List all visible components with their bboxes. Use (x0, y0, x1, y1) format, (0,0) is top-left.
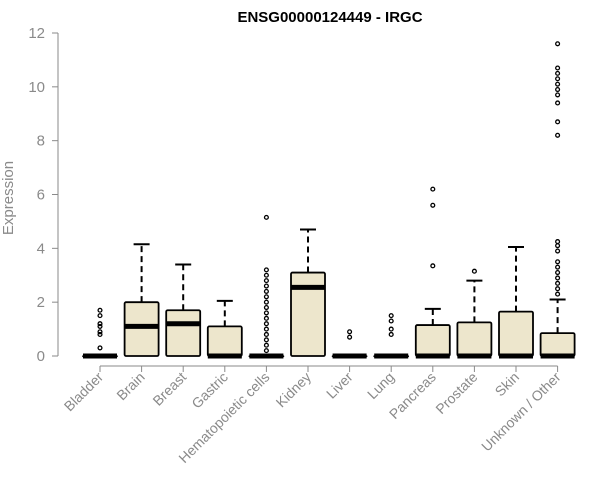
chart-title: ENSG00000124449 - IRGC (237, 9, 422, 26)
outlier-point (97, 307, 103, 313)
outlier-point (263, 348, 269, 354)
outlier-point (555, 264, 561, 270)
box-breast (165, 263, 202, 357)
outlier-point (555, 280, 561, 286)
iqr-box (456, 321, 493, 357)
iqr-box (290, 271, 326, 357)
x-tick-label: Kidney (273, 369, 315, 411)
outlier-point (388, 313, 394, 319)
outlier-point (97, 321, 103, 327)
outlier-point (263, 288, 269, 294)
iqr-box (123, 301, 160, 357)
outlier-point (555, 65, 561, 71)
iqr-box (498, 310, 534, 357)
outlier-point (388, 331, 394, 338)
x-tick-label: Unknown / Other (478, 369, 564, 455)
y-tick-label: 4 (37, 240, 45, 257)
outlier-point (263, 326, 269, 332)
outlier-point (347, 334, 353, 340)
outlier-point (555, 100, 561, 106)
outlier-point (263, 294, 269, 300)
box-gastric (206, 299, 243, 359)
x-tick-label: Liver (323, 369, 356, 402)
outlier-point (97, 345, 103, 351)
outlier-point (555, 70, 561, 76)
box-bladder (82, 307, 118, 359)
iqr-box (539, 332, 576, 357)
outlier-point (263, 331, 269, 338)
outlier-point (263, 337, 269, 343)
outlier-point (555, 119, 561, 125)
outlier-point (555, 92, 561, 98)
iqr-box (414, 324, 451, 357)
outlier-point (430, 186, 436, 192)
outlier-point (263, 310, 269, 316)
x-tick-label: Lung (364, 369, 397, 402)
outlier-point (555, 41, 561, 47)
box-brain (123, 243, 160, 357)
outlier-point (263, 321, 269, 327)
box-pancreas (414, 186, 451, 359)
box-unknown-other (539, 41, 576, 359)
box-lung (373, 313, 410, 359)
y-axis: 0 2 4 6 8 10 12 (28, 25, 59, 365)
outlier-point (430, 202, 436, 208)
outlier-point (388, 318, 394, 324)
outlier-point (555, 275, 561, 281)
outlier-point (555, 259, 561, 265)
box-kidney (290, 228, 326, 357)
outlier-point (263, 267, 269, 273)
outlier-point (97, 323, 103, 329)
outlier-point (263, 214, 269, 220)
outlier-point (555, 239, 561, 245)
outlier-point (555, 86, 561, 93)
y-tick-label: 12 (28, 25, 45, 42)
outlier-point (263, 342, 269, 348)
x-tick-label: Prostate (432, 369, 480, 417)
x-tick-label: Brain (113, 369, 147, 403)
iqr-box (206, 325, 243, 357)
outlier-point (263, 272, 269, 278)
box-skin (498, 245, 534, 359)
outlier-point (555, 270, 561, 276)
y-tick-label: 0 (37, 348, 45, 365)
outlier-point (430, 263, 436, 269)
outlier-point (97, 313, 103, 319)
outlier-point (555, 81, 561, 87)
x-tick-label: Breast (149, 369, 189, 409)
outlier-point (263, 304, 269, 311)
outlier-point (555, 243, 561, 249)
box-liver (331, 329, 368, 359)
box-hematopoietic-cells (248, 214, 285, 359)
x-tick-label: Skin (492, 369, 523, 400)
outlier-point (97, 329, 103, 335)
outlier-point (347, 329, 353, 335)
outlier-point (555, 291, 561, 297)
box-prostate (456, 268, 493, 359)
outlier-point (471, 268, 477, 274)
outlier-point (555, 76, 561, 82)
outlier-point (263, 283, 269, 289)
iqr-box (165, 309, 202, 357)
x-tick-label: Bladder (61, 369, 107, 415)
outlier-point (555, 286, 561, 292)
y-tick-label: 8 (37, 133, 45, 150)
y-axis-label: Expression (0, 161, 17, 235)
outlier-point (263, 299, 269, 305)
outlier-point (388, 326, 394, 332)
boxes-layer (82, 41, 576, 359)
outlier-point (263, 278, 269, 284)
y-tick-label: 10 (28, 79, 45, 96)
outlier-point (555, 132, 561, 138)
y-tick-label: 6 (37, 187, 45, 204)
outlier-point (97, 331, 103, 338)
outlier-point (263, 315, 269, 321)
y-tick-label: 2 (37, 294, 45, 311)
outlier-point (555, 248, 561, 254)
